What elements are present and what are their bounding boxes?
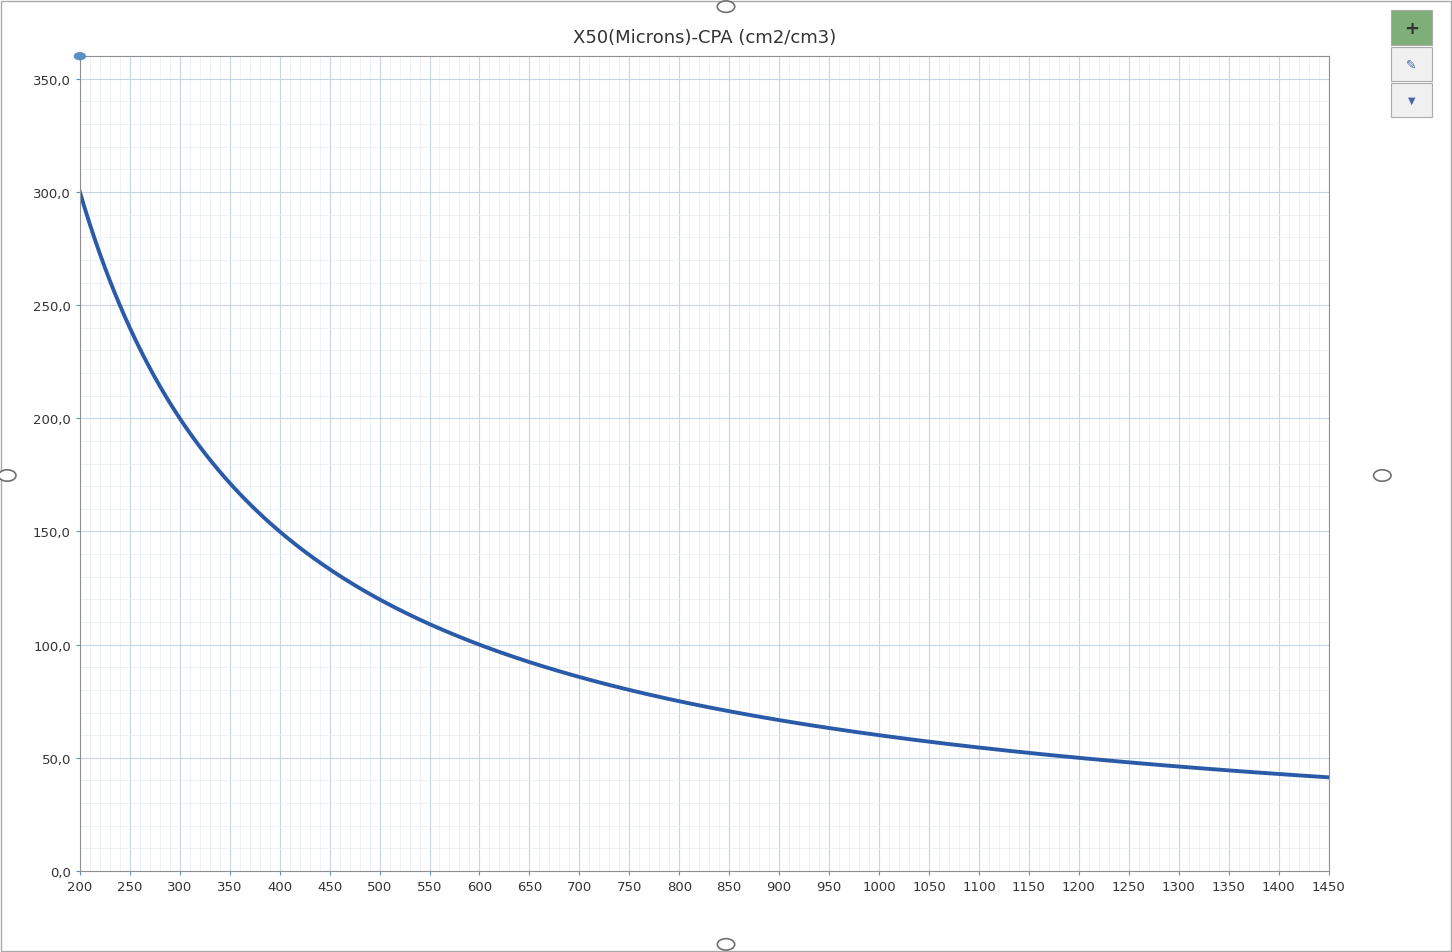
Title: X50(Microns)-CPA (cm2/cm3): X50(Microns)-CPA (cm2/cm3) [572, 30, 836, 48]
Text: +: + [1404, 20, 1419, 37]
Text: ▼: ▼ [1407, 96, 1416, 106]
Text: ✎: ✎ [1406, 58, 1417, 71]
